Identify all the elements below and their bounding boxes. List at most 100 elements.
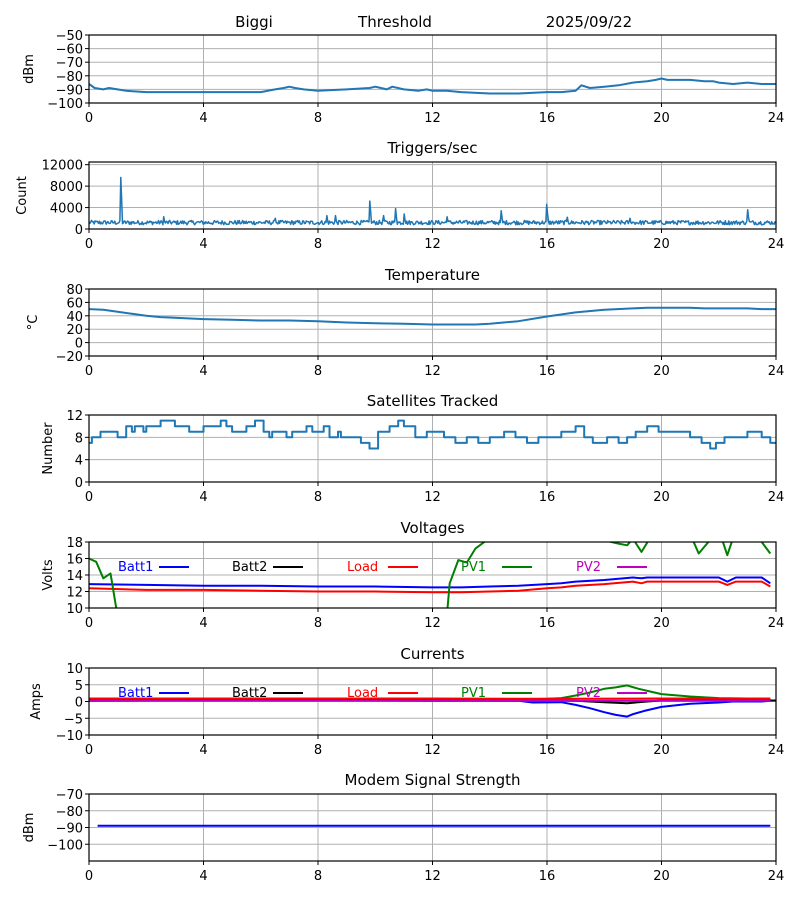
x-tick-label: 4 (199, 616, 207, 631)
x-tick-label: 8 (314, 111, 322, 126)
x-tick-label: 8 (314, 490, 322, 505)
x-tick-label: 16 (539, 364, 556, 379)
y-tick-label: −70 (56, 56, 83, 71)
y-tick-label: 10 (66, 662, 83, 677)
panel-triggers: 0 4 8 12 16 20 24 0 4000 8000 12000 Count Triggers/s… (15, 139, 784, 252)
y-tick-label: 10 (66, 602, 83, 617)
x-tick-label: 12 (424, 490, 441, 505)
y-tick-label: 12 (66, 409, 83, 424)
x-tick-label: 8 (314, 743, 322, 758)
x-tick-label: 4 (199, 111, 207, 126)
y-tick-label: 5 (75, 679, 83, 694)
x-tick-label: 16 (539, 111, 556, 126)
x-tick-label: 8 (314, 237, 322, 252)
header-mode: Threshold (357, 13, 432, 31)
x-tick-label: 0 (85, 111, 93, 126)
y-tick-label: −10 (56, 729, 83, 744)
y-tick-label: 4000 (50, 202, 83, 217)
x-tick-label: 0 (85, 869, 93, 884)
y-tick-label: −70 (56, 788, 83, 803)
x-tick-label: 0 (85, 616, 93, 631)
plot-area-voltages (89, 542, 772, 608)
y-tick-label: 60 (66, 296, 83, 311)
y-tick-label: 12 (66, 586, 83, 601)
y-tick-label: −60 (56, 43, 83, 58)
y-tick-label: −100 (47, 838, 83, 853)
y-tick-label: 18 (66, 536, 83, 551)
x-tick-label: 20 (653, 364, 670, 379)
y-tick-label: 0 (75, 476, 83, 491)
legend-label: Load (347, 686, 378, 701)
series-line-threshold-threshold (89, 77, 776, 95)
x-tick-label: 16 (539, 237, 556, 252)
y-tick-label: −80 (56, 805, 83, 820)
y-tick-label: 12000 (42, 159, 83, 174)
legend-label: Batt1 (118, 560, 153, 575)
x-tick-label: 20 (653, 237, 670, 252)
plot-area-temperature (89, 306, 776, 326)
x-tick-label: 16 (539, 743, 556, 758)
x-tick-label: 12 (424, 616, 441, 631)
series-line-triggers-triggers (89, 176, 776, 226)
x-tick-label: 4 (199, 364, 207, 379)
y-tick-label: 20 (66, 323, 83, 338)
y-tick-label: −100 (47, 97, 83, 112)
y-axis-label: °C (26, 315, 41, 331)
series-line-voltages-batt1 (89, 576, 771, 589)
plot-area-satellites (89, 419, 776, 450)
x-tick-label: 0 (85, 490, 93, 505)
x-tick-label: 24 (768, 616, 785, 631)
x-tick-label: 24 (768, 490, 785, 505)
x-tick-label: 12 (424, 869, 441, 884)
legend-label: Batt1 (118, 686, 153, 701)
y-tick-label: 40 (66, 310, 83, 325)
x-tick-label: 20 (653, 743, 670, 758)
panel-modem: 0 4 8 12 16 20 24 −100−90 −80 −70 dBm Modem Signal … (22, 771, 784, 884)
x-tick-label: 16 (539, 869, 556, 884)
x-tick-label: 0 (85, 364, 93, 379)
legend-label: Load (347, 560, 378, 575)
x-tick-label: 8 (314, 364, 322, 379)
y-tick-label: 14 (66, 569, 83, 584)
y-axis-label: dBm (22, 54, 37, 84)
y-axis-label: Amps (29, 683, 44, 720)
y-tick-label: −90 (56, 83, 83, 98)
x-tick-label: 24 (768, 743, 785, 758)
chart-title: Currents (400, 645, 464, 663)
y-tick-label: 8 (75, 431, 83, 446)
x-tick-label: 4 (199, 869, 207, 884)
plot-area-triggers (89, 176, 776, 226)
y-tick-label: 0 (75, 696, 83, 711)
x-tick-label: 8 (314, 616, 322, 631)
y-tick-label: 4 (75, 454, 83, 469)
y-axis-label: Number (41, 422, 56, 475)
x-tick-label: 4 (199, 743, 207, 758)
x-tick-label: 0 (85, 237, 93, 252)
legend-label: Batt2 (232, 560, 267, 575)
y-tick-label: 0 (75, 223, 83, 238)
y-tick-label: −80 (56, 70, 83, 85)
series-line-voltages-load (89, 580, 771, 594)
legend-label: Batt2 (232, 686, 267, 701)
panel-threshold: 0 4 8 12 16 20 24 −100−90−80−70−60−50 dBm (22, 29, 784, 126)
x-tick-label: 24 (768, 364, 785, 379)
series-line-satellites-satellites (89, 419, 776, 450)
chart-title: Voltages (400, 519, 464, 537)
x-tick-label: 16 (539, 616, 556, 631)
x-tick-label: 4 (199, 490, 207, 505)
x-tick-label: 20 (653, 869, 670, 884)
x-tick-label: 8 (314, 869, 322, 884)
chart-title: Temperature (384, 266, 480, 284)
series-line-temperature-temperature (89, 306, 776, 326)
x-tick-label: 12 (424, 364, 441, 379)
x-tick-label: 4 (199, 237, 207, 252)
x-tick-label: 24 (768, 111, 785, 126)
y-tick-label: 80 (66, 283, 83, 298)
x-tick-label: 16 (539, 490, 556, 505)
legend-label: PV1 (461, 686, 486, 701)
header-date: 2025/09/22 (546, 13, 632, 31)
plot-area-currents (89, 684, 776, 718)
